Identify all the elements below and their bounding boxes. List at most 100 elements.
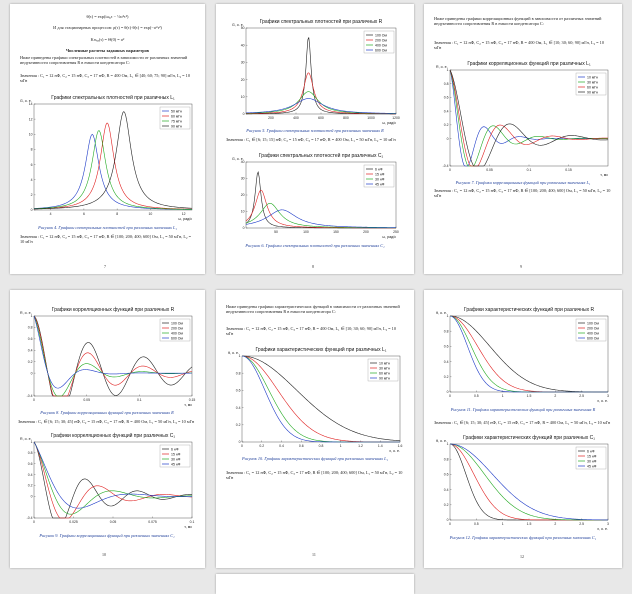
document-page-12: Графики характеристических функций при р…: [424, 290, 622, 568]
section-heading: Численные расчеты заданных параметров: [65, 48, 149, 53]
series-line: [245, 209, 397, 228]
series-line: [33, 111, 193, 210]
y-tick-label: 1: [31, 440, 33, 444]
x-tick-label: 2: [554, 522, 556, 526]
y-axis-label: G, о. е.: [232, 157, 244, 161]
legend-label: 90 мГн: [587, 90, 598, 94]
legend-label: 400 Ом: [587, 331, 600, 335]
legend-label: 90 мГн: [379, 376, 390, 380]
legend-label: 45 нФ: [587, 464, 597, 468]
figure-caption: Рисунок 4. Графики спектральных плотност…: [38, 225, 177, 230]
series-line: [449, 69, 609, 167]
y-tick-label: 1: [447, 68, 449, 72]
y-tick-label: 0.6: [28, 337, 33, 341]
x-tick-label: 12: [182, 212, 186, 216]
legend-label: 30 мГн: [587, 80, 598, 84]
page-number: 10: [102, 552, 106, 557]
series-line: [245, 72, 396, 115]
plot-frame: [33, 103, 193, 211]
legend-label: 30 нФ: [171, 457, 181, 461]
y-tick-label: 0.6: [28, 462, 33, 466]
series-line: [241, 355, 400, 443]
y-tick-label: 0: [447, 137, 449, 141]
x-tick-label: 2.5: [579, 522, 584, 526]
x-tick-label: 0.05: [110, 520, 117, 524]
x-tick-label: 0.1: [137, 398, 142, 402]
x-tick-label: 200: [268, 116, 274, 120]
param-values: Значения : C₁ ∈ [6; 15; 30; 45] нФ, C₂ =…: [434, 420, 611, 425]
y-tick-label: -0.4: [27, 516, 33, 520]
legend-label: 200 Ом: [587, 326, 600, 330]
x-tick-label: 0.025: [69, 520, 78, 524]
legend-label: 400 Ом: [171, 331, 184, 335]
y-tick-label: 0.4: [444, 488, 449, 492]
page-number: 7: [104, 264, 106, 269]
x-tick-label: 1.4: [378, 444, 383, 448]
chart-correlation-C: Графики корреляционных функций при разли…: [20, 432, 195, 529]
y-tick-label: 0.6: [444, 96, 449, 100]
x-tick-label: 0.1: [190, 520, 195, 524]
y-axis-label: R, о. е.: [20, 311, 32, 315]
chart-title: Графики корреляционных функций при разли…: [52, 306, 175, 313]
legend-label: 45 нФ: [375, 182, 385, 186]
y-axis-label: R, о. е.: [436, 65, 448, 69]
legend-label: 30 нФ: [587, 459, 597, 463]
y-tick-label: 10: [241, 210, 245, 214]
y-tick-label: 0.6: [236, 389, 241, 393]
x-tick-label: 0.075: [148, 520, 157, 524]
legend-label: 600 Ом: [375, 48, 388, 52]
document-page-10: Графики корреляционных функций при разли…: [10, 290, 205, 568]
y-tick-label: 0: [31, 371, 33, 375]
legend: [575, 72, 607, 96]
y-tick-label: 1: [447, 442, 449, 446]
x-tick-label: 0: [449, 168, 451, 172]
figure-caption-1: Рисунок 11. Графики характеристических ф…: [450, 407, 596, 412]
series-line: [33, 315, 192, 389]
param-values-2: Значения : C₁ = 12 нФ, C₂ = 15 нФ, C₃ = …: [226, 470, 403, 481]
series-line: [33, 441, 193, 515]
y-tick-label: 10: [241, 95, 245, 99]
y-tick-label: 0.6: [444, 473, 449, 477]
legend: [367, 358, 399, 382]
y-tick-label: 0: [243, 226, 245, 230]
x-tick-label: 1.5: [527, 394, 532, 398]
y-tick-label: 0.6: [444, 345, 449, 349]
y-tick-label: 20: [241, 193, 245, 197]
chart-spectral-C: Графики спектральных плотностей при разл…: [232, 152, 399, 239]
y-tick-label: 30: [241, 177, 245, 181]
formula-kmax: Kₘₐₓ(τ) = Θ(0) = σ²: [90, 37, 125, 42]
y-tick-label: 0.8: [444, 82, 449, 86]
y-tick-label: 40: [241, 43, 245, 47]
legend-label: 30 нФ: [375, 177, 385, 181]
y-tick-label: 0: [31, 208, 33, 212]
y-tick-label: 0.8: [236, 371, 241, 375]
legend: [159, 318, 191, 342]
param-values: Значения : C₁ = 12 нФ, C₂ = 15 нФ, C₃ = …: [434, 40, 604, 51]
y-tick-label: 0: [31, 494, 33, 498]
x-tick-label: 1.2: [358, 444, 363, 448]
chart-title: Графики спектральных плотностей при разл…: [51, 94, 175, 101]
chart-characteristic-L: Графики характеристических функций при р…: [228, 346, 402, 453]
y-axis-label: θ, о. е.: [436, 311, 447, 315]
y-tick-label: -0.4: [27, 394, 33, 398]
y-tick-label: 0.2: [28, 484, 33, 488]
legend-label: 75 мГн: [171, 119, 182, 123]
figure-caption: Рисунок 7. Графики корреляционных функци…: [455, 180, 591, 185]
legend: [363, 164, 395, 188]
legend: [575, 318, 607, 342]
series-line: [33, 441, 193, 519]
x-axis-label: x, о. е.: [389, 449, 400, 453]
x-tick-label: 800: [343, 116, 349, 120]
series-line: [449, 443, 608, 521]
series-line: [245, 91, 397, 114]
series-line: [449, 443, 608, 521]
document-page-9: Ниже приведены графики корреляционных фу…: [424, 4, 622, 274]
series-line: [449, 69, 609, 167]
x-axis-label: x, о. е.: [597, 399, 608, 403]
legend-label: 100 Ом: [587, 321, 600, 325]
x-tick-label: 2.5: [579, 394, 584, 398]
x-tick-label: 1.5: [527, 522, 532, 526]
plot-frame: [33, 315, 193, 397]
x-tick-label: 0.6: [299, 444, 304, 448]
figure-caption-2: Рисунок 6. Графики спектральных плотност…: [245, 243, 385, 248]
